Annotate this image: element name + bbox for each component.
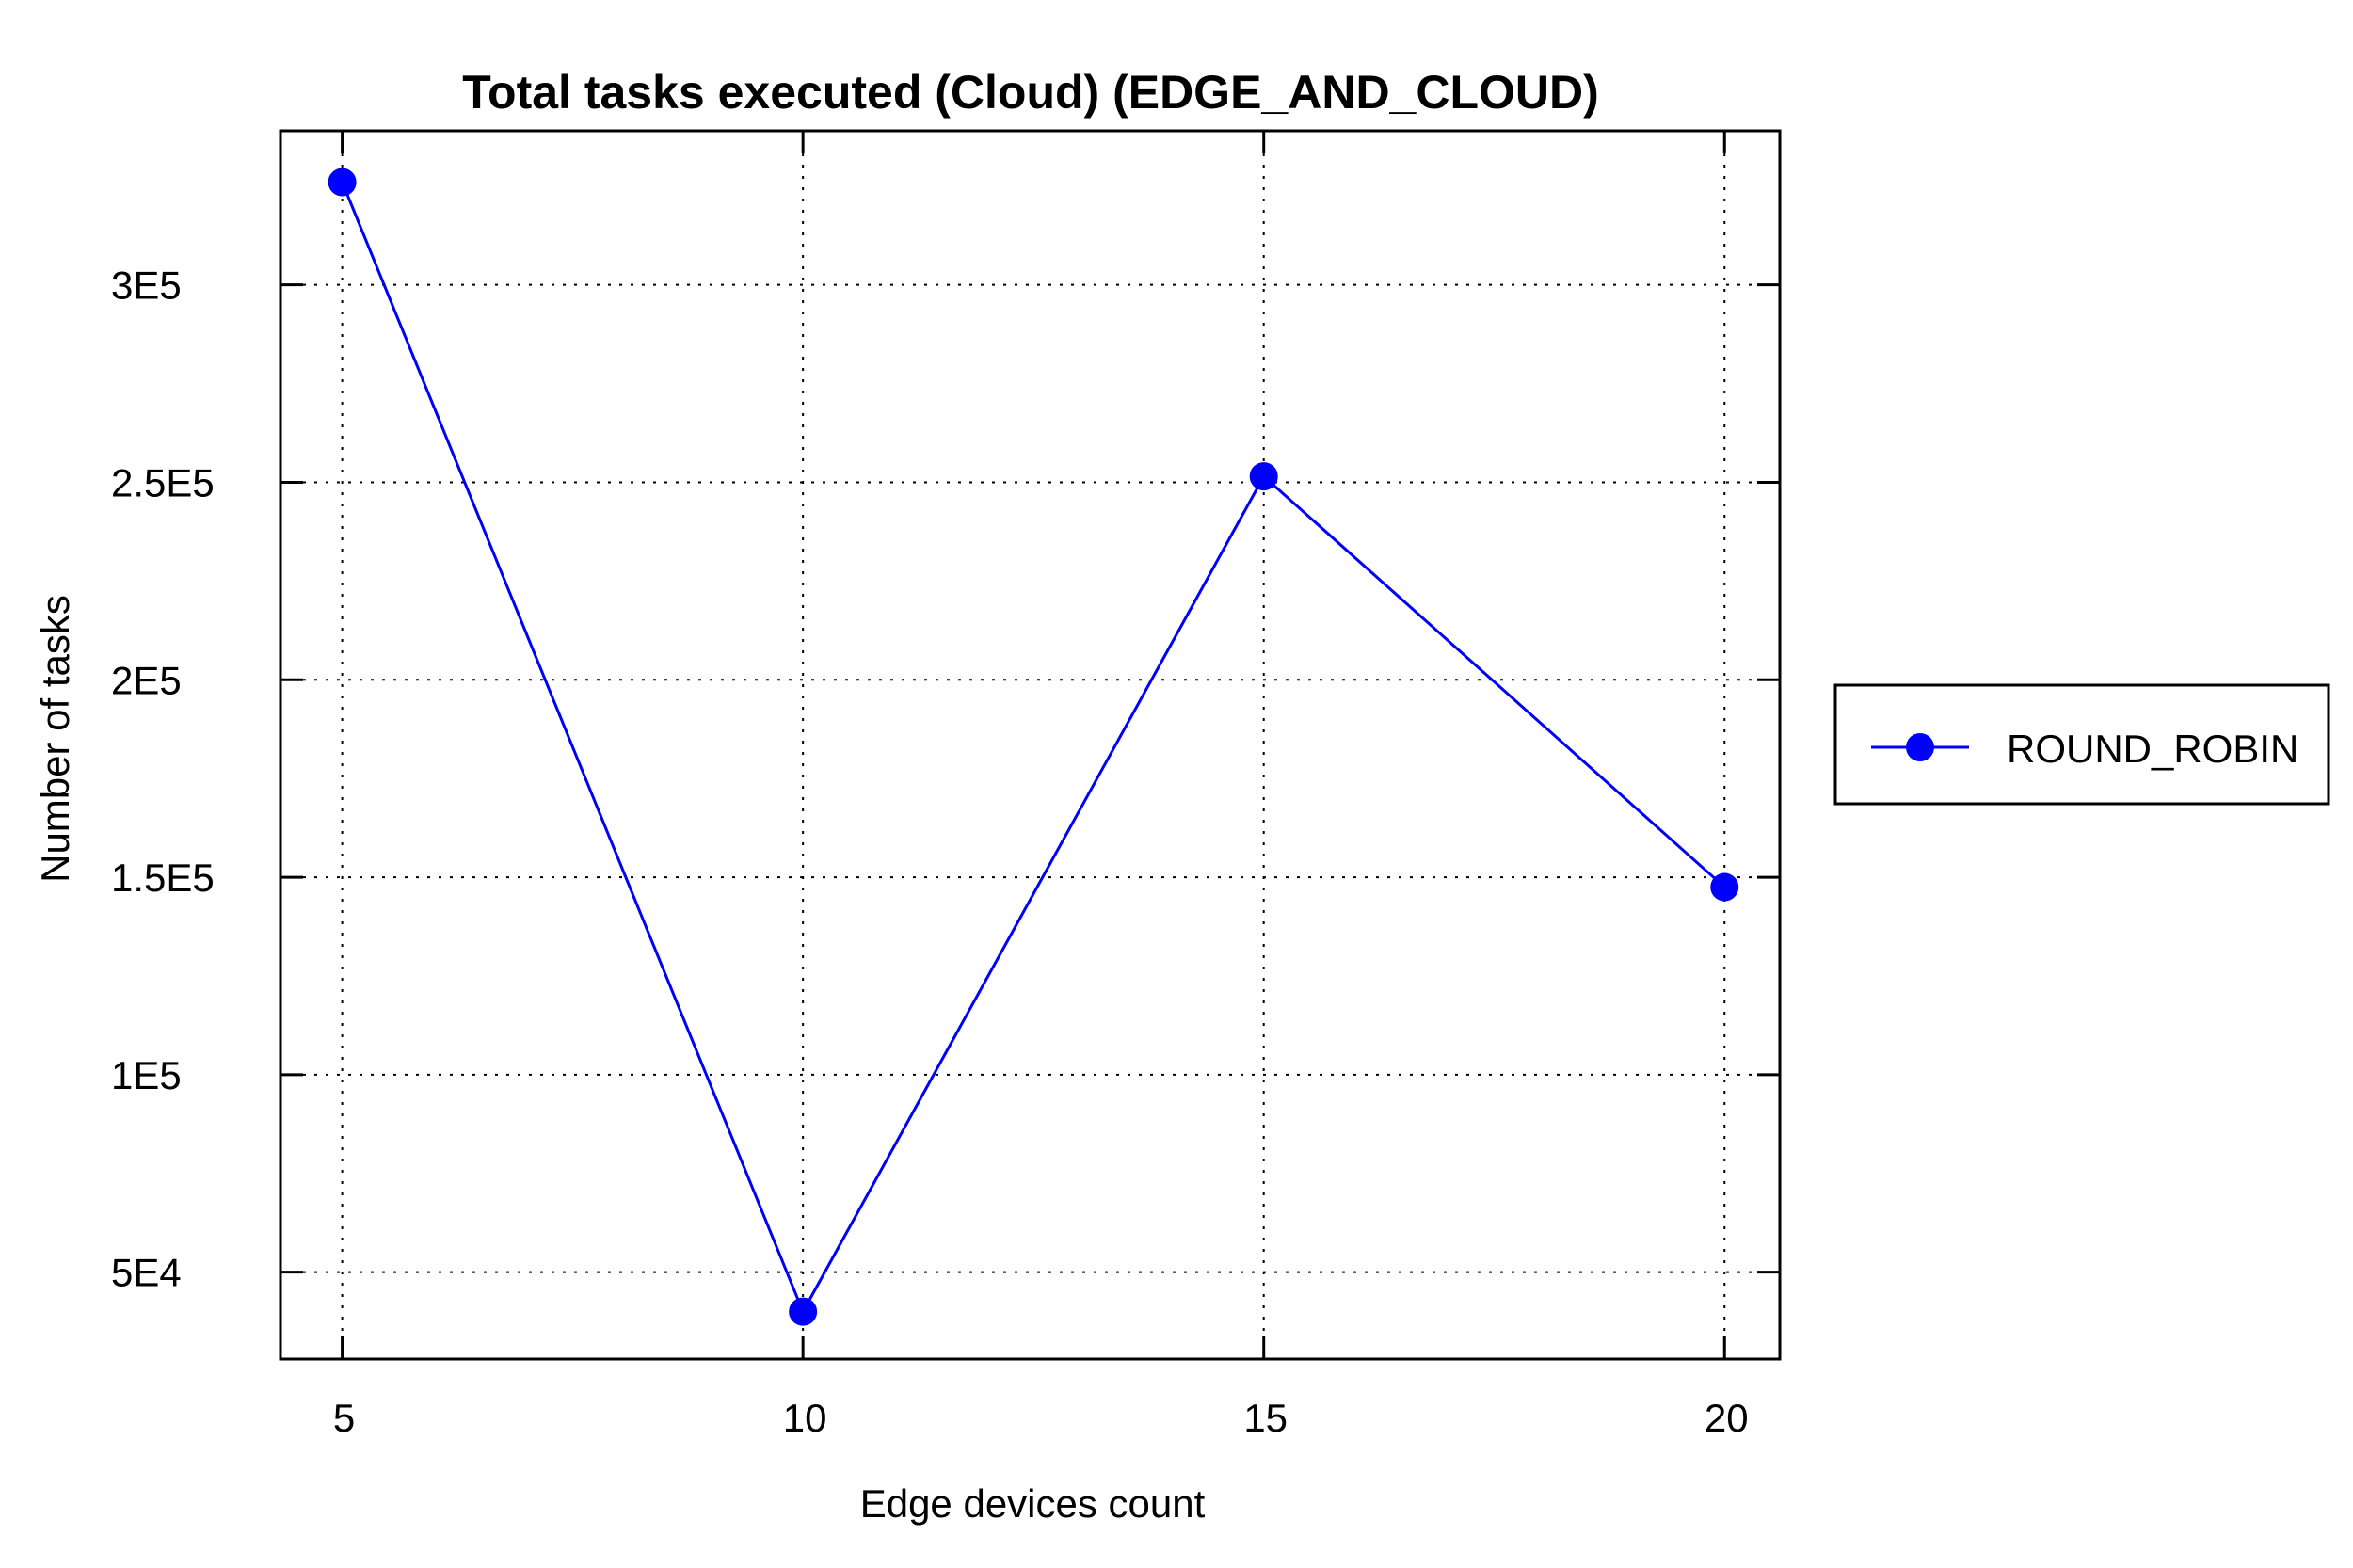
x-tick-label: 20	[1705, 1396, 1749, 1440]
y-tick-label: 1.5E5	[111, 856, 215, 900]
data-point	[1710, 872, 1739, 902]
x-tick-label: 10	[783, 1396, 827, 1440]
legend: ROUND_ROBIN	[1833, 683, 2330, 806]
series-line	[341, 181, 1726, 1316]
y-tick-label: 5E4	[111, 1251, 182, 1295]
data-point	[328, 168, 357, 197]
y-tick-label: 3E5	[111, 264, 182, 308]
y-tick-label: 1E5	[111, 1053, 182, 1097]
data-point	[1249, 462, 1278, 491]
y-tick-label: 2E5	[111, 658, 182, 702]
x-tick-label: 15	[1243, 1396, 1288, 1440]
legend-marker	[1906, 733, 1934, 761]
x-axis-label: Edge devices count	[860, 1481, 1206, 1526]
chart-title: Total tasks executed (Cloud) (EDGE_AND_C…	[462, 66, 1599, 119]
x-tick-label: 5	[333, 1396, 355, 1440]
legend-label: ROUND_ROBIN	[2007, 727, 2298, 771]
data-point	[789, 1297, 818, 1326]
plot-frame	[279, 129, 1782, 1361]
axis-ticks: 5 10 15 20 5E4 1E5 1.5E5 2E5 2.5E5 3E5	[111, 131, 1780, 1440]
grid-lines	[280, 131, 1780, 1359]
y-axis-label: Number of tasks	[33, 595, 77, 883]
series-layer	[328, 168, 1739, 1326]
y-tick-label: 2.5E5	[111, 460, 215, 504]
